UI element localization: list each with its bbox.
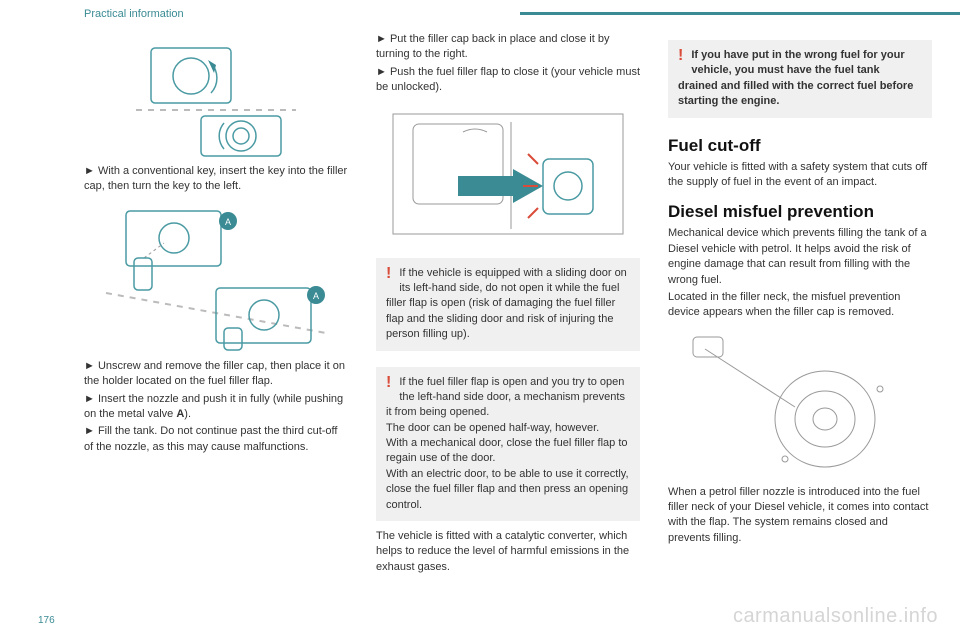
header-rule (520, 12, 960, 15)
fig-misfuel-device (668, 329, 932, 479)
content-columns: With a conventional key, insert the key … (84, 32, 932, 600)
warning-text: If the vehicle is equipped with a slidin… (386, 267, 627, 341)
catalytic-note: The vehicle is fitted with a catalytic c… (376, 529, 640, 575)
warning-text: With an electric door, to be able to use… (386, 468, 629, 511)
step-replace-cap: Put the filler cap back in place and clo… (376, 32, 640, 63)
diesel-misfuel-text-3: When a petrol filler nozzle is introduce… (668, 485, 932, 547)
text: Insert the nozzle and push it in fully (… (84, 393, 343, 420)
warning-flap-open: ! If the fuel filler flap is open and yo… (376, 367, 640, 522)
step-push-flap: Push the fuel filler flap to close it (y… (376, 65, 640, 96)
step-fill-tank: Fill the tank. Do not continue past the … (84, 424, 348, 455)
warning-text: The door can be opened half-way, however… (386, 422, 599, 434)
step-unscrew-cap: Unscrew and remove the filler cap, then … (84, 359, 348, 390)
warning-icon: ! (386, 266, 391, 282)
fuel-cutoff-text: Your vehicle is fitted with a safety sys… (668, 160, 932, 191)
heading-fuel-cutoff: Fuel cut-off (668, 136, 932, 156)
warning-sliding-door: ! If the vehicle is equipped with a slid… (376, 258, 640, 351)
svg-text:A: A (313, 291, 319, 301)
text: ). (184, 408, 191, 420)
watermark: carmanualsonline.info (733, 605, 938, 628)
fig-cap-unscrew: A A (84, 203, 348, 353)
page-number: 176 (38, 615, 55, 626)
warning-icon: ! (386, 375, 391, 391)
column-2: Put the filler cap back in place and clo… (376, 32, 640, 600)
warning-text: If the fuel filler flap is open and you … (386, 376, 625, 419)
diesel-misfuel-text-1: Mechanical device which prevents filling… (668, 226, 932, 288)
step-insert-nozzle: ► Insert the nozzle and push it in fully… (84, 392, 348, 423)
warning-text: If you have put in the wrong fuel for yo… (678, 49, 913, 107)
column-3: ! If you have put in the wrong fuel for … (668, 32, 932, 600)
warning-icon: ! (678, 48, 683, 64)
section-title: Practical information (84, 8, 184, 20)
column-1: With a conventional key, insert the key … (84, 32, 348, 600)
heading-diesel-misfuel: Diesel misfuel prevention (668, 202, 932, 222)
fig-cap-open-1 (84, 38, 348, 158)
warning-text: With a mechanical door, close the fuel f… (386, 437, 628, 464)
diesel-misfuel-text-2: Located in the filler neck, the misfuel … (668, 290, 932, 321)
warning-wrong-fuel: ! If you have put in the wrong fuel for … (668, 40, 932, 118)
svg-text:A: A (225, 217, 231, 227)
step-insert-key: With a conventional key, insert the key … (84, 164, 348, 195)
fig-close-flap (376, 104, 640, 244)
